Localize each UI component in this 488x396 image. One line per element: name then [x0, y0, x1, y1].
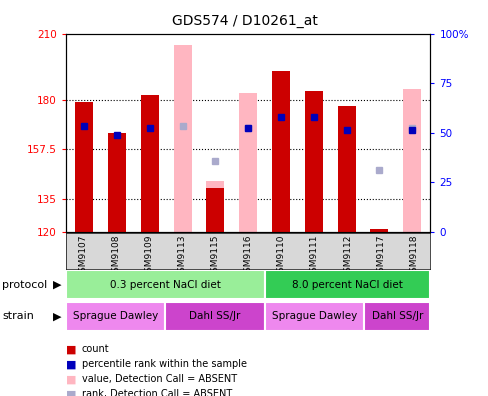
Text: count: count — [81, 344, 109, 354]
Text: ■: ■ — [66, 389, 76, 396]
Bar — [239, 93, 257, 232]
Text: GSM9118: GSM9118 — [408, 235, 417, 278]
Bar — [337, 106, 355, 232]
Text: GSM9108: GSM9108 — [111, 235, 120, 278]
Text: GSM9113: GSM9113 — [177, 235, 186, 278]
Text: ▶: ▶ — [53, 311, 61, 322]
Text: GSM9107: GSM9107 — [78, 235, 87, 278]
Text: GSM9112: GSM9112 — [342, 235, 351, 278]
Bar — [108, 133, 125, 232]
Text: GSM9117: GSM9117 — [375, 235, 385, 278]
Text: strain: strain — [2, 311, 34, 322]
Text: Sprague Dawley: Sprague Dawley — [271, 311, 356, 322]
Bar — [75, 102, 93, 232]
Text: GSM9109: GSM9109 — [144, 235, 153, 278]
Text: GDS574 / D10261_at: GDS574 / D10261_at — [171, 14, 317, 28]
Text: GSM9110: GSM9110 — [276, 235, 285, 278]
Text: GSM9116: GSM9116 — [243, 235, 252, 278]
Bar — [403, 89, 421, 232]
Bar — [364, 302, 429, 331]
Bar — [66, 302, 165, 331]
Text: protocol: protocol — [2, 280, 48, 290]
Bar — [165, 302, 264, 331]
Bar — [141, 95, 159, 232]
Text: percentile rank within the sample: percentile rank within the sample — [81, 359, 246, 369]
Text: Sprague Dawley: Sprague Dawley — [73, 311, 158, 322]
Bar — [206, 181, 224, 232]
Bar — [66, 270, 264, 299]
Bar — [370, 229, 387, 232]
Text: GSM9111: GSM9111 — [309, 235, 318, 278]
Text: 8.0 percent NaCl diet: 8.0 percent NaCl diet — [291, 280, 402, 290]
Bar — [206, 188, 224, 232]
Text: Dahl SS/Jr: Dahl SS/Jr — [189, 311, 240, 322]
Bar — [173, 45, 191, 232]
Text: ■: ■ — [66, 359, 76, 369]
Text: value, Detection Call = ABSENT: value, Detection Call = ABSENT — [81, 374, 236, 385]
Text: Dahl SS/Jr: Dahl SS/Jr — [371, 311, 422, 322]
Text: ▶: ▶ — [53, 280, 61, 290]
Bar — [264, 302, 364, 331]
Bar — [271, 71, 289, 232]
Text: 0.3 percent NaCl diet: 0.3 percent NaCl diet — [110, 280, 221, 290]
Bar — [304, 91, 322, 232]
Text: ■: ■ — [66, 374, 76, 385]
Bar — [264, 270, 429, 299]
Text: ■: ■ — [66, 344, 76, 354]
Text: GSM9115: GSM9115 — [210, 235, 219, 278]
Text: rank, Detection Call = ABSENT: rank, Detection Call = ABSENT — [81, 389, 231, 396]
